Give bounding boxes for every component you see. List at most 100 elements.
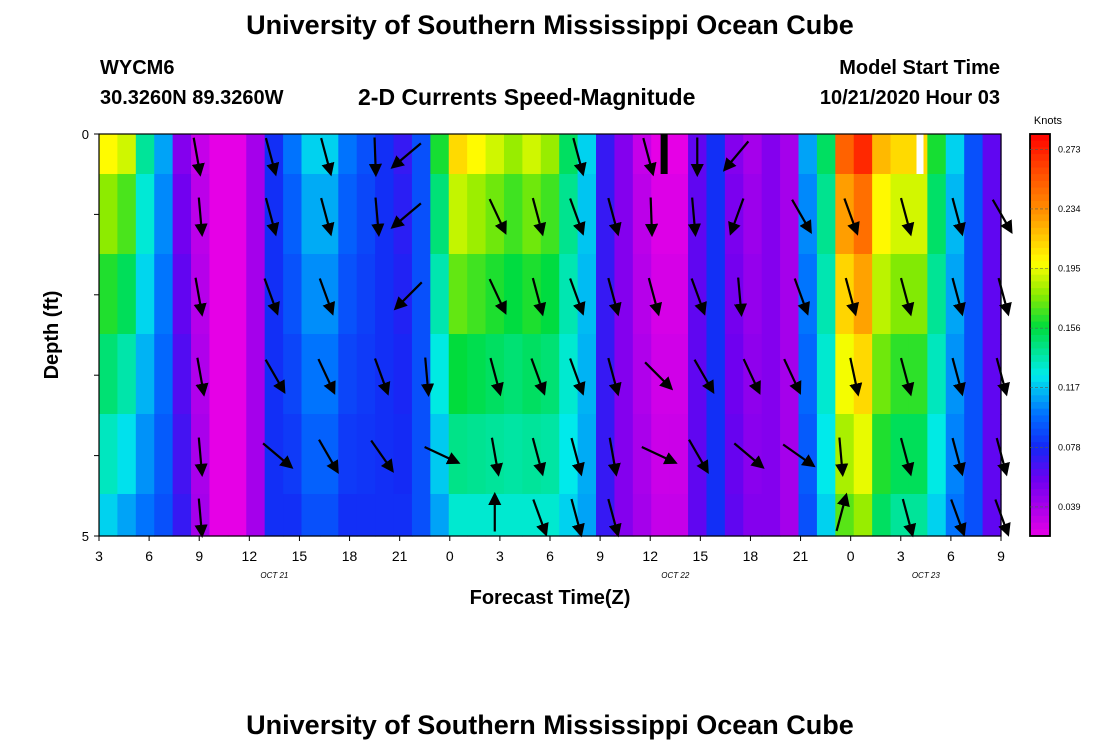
current-arrow — [644, 197, 659, 238]
heatmap-cell — [982, 414, 1002, 495]
heatmap-cell — [540, 174, 560, 255]
heatmap-cell — [264, 174, 284, 255]
heatmap-cell — [448, 134, 468, 175]
marker-bar — [916, 134, 924, 174]
heatmap-cell — [135, 134, 155, 175]
heatmap-cell — [927, 494, 947, 537]
current-arrow — [368, 137, 383, 178]
heatmap-cell — [301, 254, 321, 335]
heatmap-cell — [559, 134, 579, 175]
current-arrow — [899, 197, 915, 237]
x-tick-label: 18 — [342, 548, 358, 564]
heatmap-cell — [706, 494, 726, 537]
heatmap-cell — [411, 334, 431, 415]
heatmap-cell — [448, 334, 468, 415]
heatmap-cell — [982, 254, 1002, 335]
heatmap-cell — [485, 174, 505, 255]
heatmap-cell — [688, 334, 708, 415]
current-arrow — [641, 446, 678, 465]
current-arrow — [642, 137, 657, 177]
heatmap-cell — [503, 414, 523, 495]
current-arrow — [569, 198, 586, 236]
x-tick-label: 0 — [446, 548, 454, 564]
heatmap-cell — [853, 494, 873, 537]
current-arrow — [997, 277, 1012, 317]
heatmap-cell — [485, 134, 505, 175]
colorbar-segment — [1030, 422, 1050, 430]
current-arrow — [569, 278, 586, 316]
heatmap-cell — [430, 334, 450, 415]
heatmap-cell — [99, 174, 119, 255]
x-tick-label: 6 — [145, 548, 153, 564]
heatmap-cell — [430, 174, 450, 255]
heatmap-cell — [264, 254, 284, 335]
current-arrow — [194, 197, 208, 238]
x-tick-label: 9 — [596, 548, 604, 564]
marker-bar — [660, 134, 668, 174]
colorbar-tick-label: 0.195 — [1058, 264, 1081, 274]
heatmap-cell — [319, 334, 339, 415]
heatmap-cell — [283, 254, 303, 335]
heatmap-cell — [632, 174, 652, 255]
colorbar-segment — [1030, 147, 1050, 155]
heatmap-cell — [301, 334, 321, 415]
colorbar-segment — [1030, 268, 1050, 276]
heatmap-cell — [135, 174, 155, 255]
heatmap-cell — [577, 174, 597, 255]
heatmap-cell — [319, 174, 339, 255]
heatmap-cell — [982, 134, 1002, 175]
station-id: WYCM6 — [100, 57, 175, 79]
heatmap-cell — [522, 254, 542, 335]
heatmap-cell — [246, 134, 266, 175]
colorbar-segment — [1030, 509, 1050, 517]
x-axis-label: Forecast Time(Z) — [470, 587, 631, 609]
heatmap-cell — [117, 414, 137, 495]
colorbar-segment — [1030, 294, 1050, 303]
current-arrow — [424, 446, 461, 465]
heatmap-cell — [614, 254, 634, 335]
heatmap-cell — [853, 254, 873, 335]
heatmap-cell — [853, 414, 873, 495]
heatmap-cell — [117, 174, 137, 255]
heatmap-cell — [945, 254, 965, 335]
colorbar-segment — [1030, 388, 1050, 396]
colorbar-segment — [1030, 368, 1050, 376]
current-arrow — [317, 358, 336, 395]
heatmap-cell — [375, 414, 395, 495]
colorbar-segment — [1030, 489, 1050, 497]
heatmap-cell — [964, 334, 984, 415]
x-axis: 3 6 9 12 15 18 21 0 3 6 9 12 15 18 21 0 3 6 9 OCT 21 OCT 22 O… — [95, 536, 1005, 580]
heatmap-cell — [467, 334, 487, 415]
heatmap-cell — [227, 334, 247, 415]
y-tick-label: 5 — [82, 529, 89, 544]
current-arrow — [193, 277, 207, 317]
colorbar-segment — [1030, 321, 1050, 329]
heatmap-cell — [467, 414, 487, 495]
heatmap-cell — [411, 134, 431, 175]
heatmap-cell — [540, 334, 560, 415]
heatmap-cell — [614, 174, 634, 255]
current-arrow — [644, 361, 674, 391]
heatmap-cell — [411, 254, 431, 335]
current-arrow — [688, 439, 709, 475]
heatmap-cell — [227, 414, 247, 495]
heatmap-cell — [227, 254, 247, 335]
colorbar-segment — [1030, 515, 1050, 524]
heatmap-cell — [890, 254, 910, 335]
heatmap-cell — [890, 134, 910, 175]
heatmap-cell — [908, 414, 928, 495]
colorbar-segment — [1030, 355, 1050, 363]
y-axis-label: Depth (ft) — [41, 291, 63, 380]
current-arrow — [793, 278, 810, 316]
heatmap-cell — [724, 334, 744, 415]
heatmap-cell — [706, 254, 726, 335]
heatmap-cell — [761, 254, 781, 335]
heatmap-cell — [835, 334, 855, 415]
heatmap-cell — [964, 174, 984, 255]
current-arrow — [393, 281, 423, 311]
heatmap-cell — [393, 494, 413, 537]
current-arrow — [264, 197, 280, 237]
heatmap-cell — [99, 414, 119, 495]
heatmap-cell — [375, 334, 395, 415]
